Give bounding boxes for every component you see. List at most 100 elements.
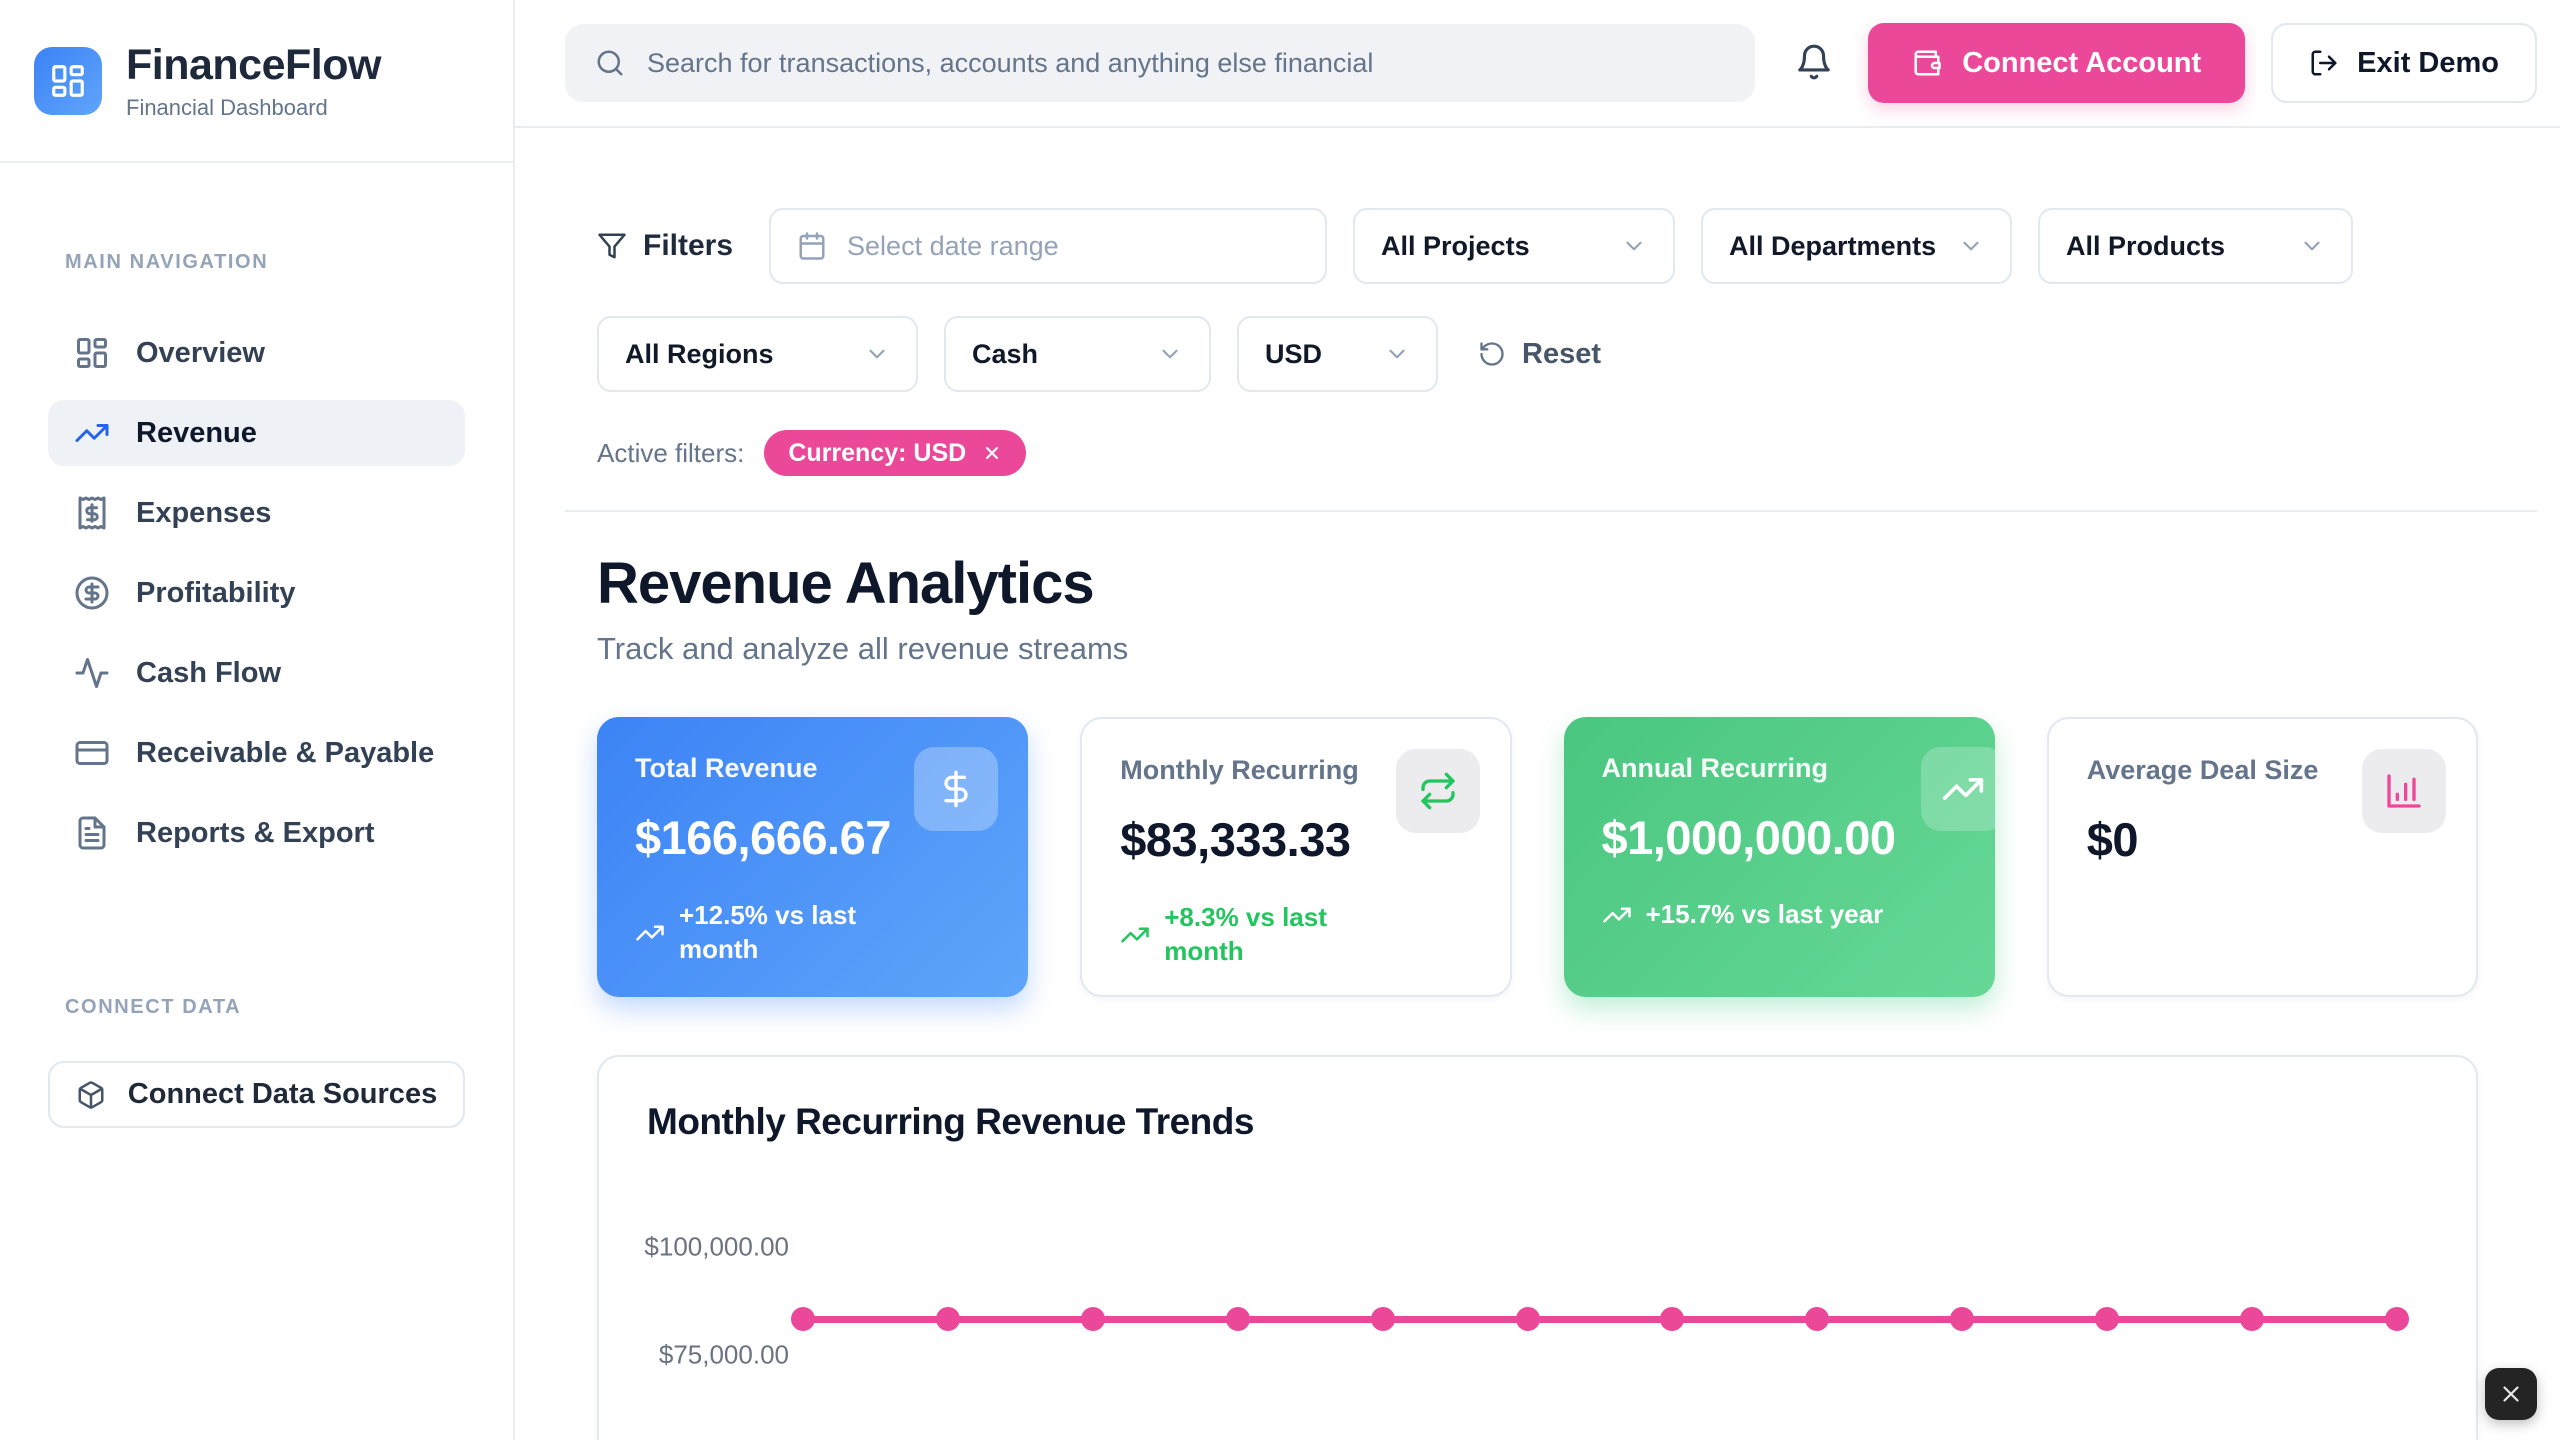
data-point[interactable] bbox=[1515, 1307, 1540, 1331]
active-filters-label: Active filters: bbox=[597, 437, 745, 468]
package-icon bbox=[76, 1080, 106, 1110]
currency-filter-select[interactable]: USD bbox=[1237, 316, 1438, 392]
trending-up-icon bbox=[1602, 900, 1632, 930]
sidebar-item-overview[interactable]: Overview bbox=[48, 320, 465, 386]
sidebar-item-label: Reports & Export bbox=[136, 816, 375, 849]
sidebar-item-label: Overview bbox=[136, 336, 265, 369]
brand-tagline: Financial Dashboard bbox=[126, 94, 328, 120]
sidebar-item-label: Revenue bbox=[136, 416, 257, 449]
file-text-icon bbox=[74, 815, 110, 851]
sidebar-item-receivable-payable[interactable]: Receivable & Payable bbox=[48, 720, 465, 786]
series-line bbox=[803, 1315, 2397, 1323]
chevron-down-icon bbox=[2299, 233, 2325, 259]
trending-up-icon bbox=[1120, 920, 1150, 950]
stat-card-total-revenue: Total Revenue $166,666.67 +12.5% vs last… bbox=[597, 717, 1029, 997]
stat-card-trend: +12.5% vs last month bbox=[635, 899, 990, 967]
dashboard-icon bbox=[74, 335, 110, 371]
chart-title: Monthly Recurring Revenue Trends bbox=[647, 1101, 1254, 1142]
close-icon[interactable] bbox=[982, 443, 1002, 463]
sidebar-item-cash-flow[interactable]: Cash Flow bbox=[48, 640, 465, 706]
sidebar-item-label: Profitability bbox=[136, 576, 296, 609]
date-range-input[interactable] bbox=[847, 230, 1300, 262]
stat-cards: Total Revenue $166,666.67 +12.5% vs last… bbox=[597, 717, 2478, 997]
stat-card-monthly-recurring: Monthly Recurring $83,333.33 +8.3% vs la… bbox=[1080, 717, 1512, 997]
stat-card-label: Average Deal Size bbox=[2086, 755, 2319, 785]
search-icon bbox=[595, 48, 625, 78]
y-axis-tick-label: $75,000.00 bbox=[658, 1339, 789, 1370]
receipt-icon bbox=[74, 495, 110, 531]
filters-row-2: All Regions Cash USD Reset bbox=[597, 316, 2478, 392]
data-point[interactable] bbox=[1225, 1307, 1250, 1331]
sidebar-item-reports-export[interactable]: Reports & Export bbox=[48, 800, 465, 866]
data-point[interactable] bbox=[2240, 1307, 2265, 1331]
data-point[interactable] bbox=[1660, 1307, 1685, 1331]
stat-card-value: $83,333.33 bbox=[1120, 813, 1351, 866]
exit-demo-label: Exit Demo bbox=[2357, 46, 2499, 79]
sidebar-item-revenue[interactable]: Revenue bbox=[48, 400, 465, 466]
stat-card-label: Annual Recurring bbox=[1601, 753, 1829, 783]
active-filter-chip-currency[interactable]: Currency: USD bbox=[764, 430, 1027, 476]
sidebar-item-label: Receivable & Payable bbox=[136, 736, 435, 769]
data-point[interactable] bbox=[935, 1307, 960, 1331]
overlay-close-button[interactable] bbox=[2485, 1368, 2537, 1420]
sidebar-item-profitability[interactable]: Profitability bbox=[48, 560, 465, 626]
filters-title: Filters bbox=[597, 229, 733, 263]
date-range-input-wrapper bbox=[769, 208, 1328, 284]
stat-card-average-deal-size: Average Deal Size $0 bbox=[2046, 717, 2478, 997]
chevron-down-icon bbox=[1384, 341, 1410, 367]
trending-up-icon bbox=[1920, 747, 1995, 831]
notifications-button[interactable] bbox=[1795, 43, 1833, 84]
brand-text: FinanceFlow Financial Dashboard bbox=[126, 41, 381, 121]
reset-filters-button[interactable]: Reset bbox=[1478, 338, 1601, 371]
circle-dollar-icon bbox=[74, 575, 110, 611]
active-filters-row: Active filters: Currency: USD bbox=[597, 430, 2478, 476]
trending-up-icon bbox=[74, 415, 110, 451]
chevron-down-icon bbox=[1621, 233, 1647, 259]
sidebar-item-expenses[interactable]: Expenses bbox=[48, 480, 465, 546]
exit-demo-button[interactable]: Exit Demo bbox=[2271, 23, 2537, 103]
stat-card-label: Monthly Recurring bbox=[1120, 755, 1359, 785]
projects-filter-select[interactable]: All Projects bbox=[1353, 208, 1676, 284]
dollar-icon bbox=[914, 747, 999, 831]
data-point[interactable] bbox=[1080, 1307, 1105, 1331]
sidebar-nav: MAIN NAVIGATION Overview Revenue Expense… bbox=[0, 251, 513, 866]
mrr-trends-chart-card: Monthly Recurring Revenue Trends $100,00… bbox=[597, 1055, 2478, 1440]
content: Filters All Projects All Departments All… bbox=[515, 128, 2560, 1440]
section-divider bbox=[565, 510, 2537, 512]
credit-card-icon bbox=[74, 735, 110, 771]
chevron-down-icon bbox=[864, 341, 890, 367]
regions-filter-select[interactable]: All Regions bbox=[597, 316, 918, 392]
stat-card-trend: +15.7% vs last year bbox=[1602, 899, 1957, 930]
products-filter-select[interactable]: All Products bbox=[2038, 208, 2354, 284]
activity-icon bbox=[74, 655, 110, 691]
y-axis-tick-label: $100,000.00 bbox=[644, 1231, 789, 1262]
filters-title-label: Filters bbox=[643, 229, 734, 262]
sidebar-item-label: Expenses bbox=[136, 496, 272, 529]
data-point[interactable] bbox=[1950, 1307, 1975, 1331]
connect-account-label: Connect Account bbox=[1962, 46, 2202, 79]
connect-data-sources-label: Connect Data Sources bbox=[127, 1078, 438, 1110]
data-point[interactable] bbox=[1370, 1307, 1395, 1331]
chip-label: Currency: USD bbox=[788, 438, 967, 467]
chevron-down-icon bbox=[1157, 341, 1183, 367]
page-title: Revenue Analytics bbox=[597, 551, 1095, 616]
payment-type-filter-select[interactable]: Cash bbox=[944, 316, 1211, 392]
calendar-icon bbox=[797, 231, 827, 261]
data-point[interactable] bbox=[1805, 1307, 1830, 1331]
filters-row-1: Filters All Projects All Departments All… bbox=[597, 208, 2478, 284]
nav-section-header: MAIN NAVIGATION bbox=[65, 251, 269, 273]
connect-data-sources-button[interactable]: Connect Data Sources bbox=[48, 1061, 465, 1128]
sidebar: FinanceFlow Financial Dashboard MAIN NAV… bbox=[0, 0, 515, 1440]
topbar: Connect Account Exit Demo bbox=[515, 0, 2560, 128]
dashboard-icon bbox=[52, 64, 84, 97]
main-area: Connect Account Exit Demo Filters All bbox=[515, 0, 2560, 1440]
data-point[interactable] bbox=[791, 1307, 815, 1331]
data-point[interactable] bbox=[2095, 1307, 2120, 1331]
departments-filter-select[interactable]: All Departments bbox=[1701, 208, 2013, 284]
connect-data-header: CONNECT DATA bbox=[65, 996, 242, 1018]
stat-card-label: Total Revenue bbox=[635, 753, 818, 783]
data-point[interactable] bbox=[2385, 1307, 2409, 1331]
stat-card-trend: +8.3% vs last month bbox=[1120, 901, 1471, 969]
search-input[interactable] bbox=[647, 47, 1725, 79]
connect-account-button[interactable]: Connect Account bbox=[1868, 23, 2246, 103]
